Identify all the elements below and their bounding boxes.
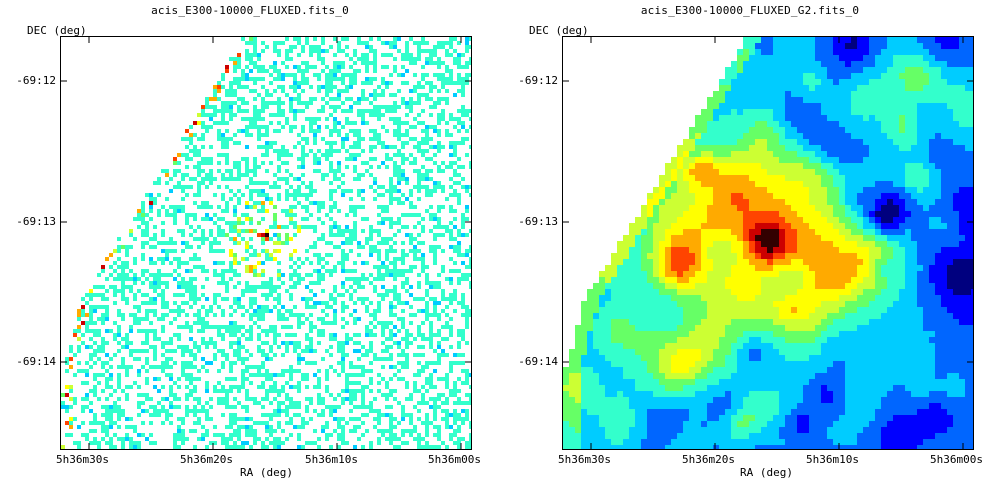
y-axis-label: DEC (deg): [529, 24, 589, 37]
axis-ticks: [563, 37, 973, 449]
y-tick-label: -69:12: [518, 74, 558, 87]
image-frame[interactable]: [562, 36, 974, 450]
smoothed-pixels: [563, 37, 973, 449]
x-tick-label: 5h36m10s: [305, 453, 358, 466]
x-tick-label: 5h36m30s: [558, 453, 611, 466]
x-tick-label: 5h36m00s: [930, 453, 983, 466]
x-tick-label: 5h36m10s: [806, 453, 859, 466]
counts-image: [61, 37, 471, 449]
x-tick-label: 5h36m20s: [180, 453, 233, 466]
x-axis-label: RA (deg): [240, 466, 293, 479]
panel-right: acis_E300-10000_FLUXED_G2.fits_0 DEC (de…: [500, 0, 1000, 486]
panel-left: acis_E300-10000_FLUXED.fits_0 DEC (deg) …: [16, 4, 481, 479]
y-tick-label: -69:13: [16, 215, 56, 228]
x-tick-label: 5h36m20s: [682, 453, 735, 466]
y-tick-label: -69:13: [518, 215, 558, 228]
x-axis-label: RA (deg): [740, 466, 793, 479]
smoothed-image: [563, 37, 973, 449]
image-title: acis_E300-10000_FLUXED_G2.fits_0: [640, 4, 860, 17]
image-frame[interactable]: [60, 36, 472, 450]
y-tick-label: -69:14: [16, 355, 56, 368]
y-axis-label: DEC (deg): [27, 24, 87, 37]
count-pixels: [61, 37, 471, 449]
x-tick-label: 5h36m00s: [428, 453, 481, 466]
y-tick-label: -69:12: [16, 74, 56, 87]
y-tick-label: -69:14: [518, 355, 558, 368]
image-title: acis_E300-10000_FLUXED.fits_0: [151, 4, 349, 17]
x-tick-label: 5h36m30s: [56, 453, 109, 466]
axis-ticks: [61, 37, 471, 449]
